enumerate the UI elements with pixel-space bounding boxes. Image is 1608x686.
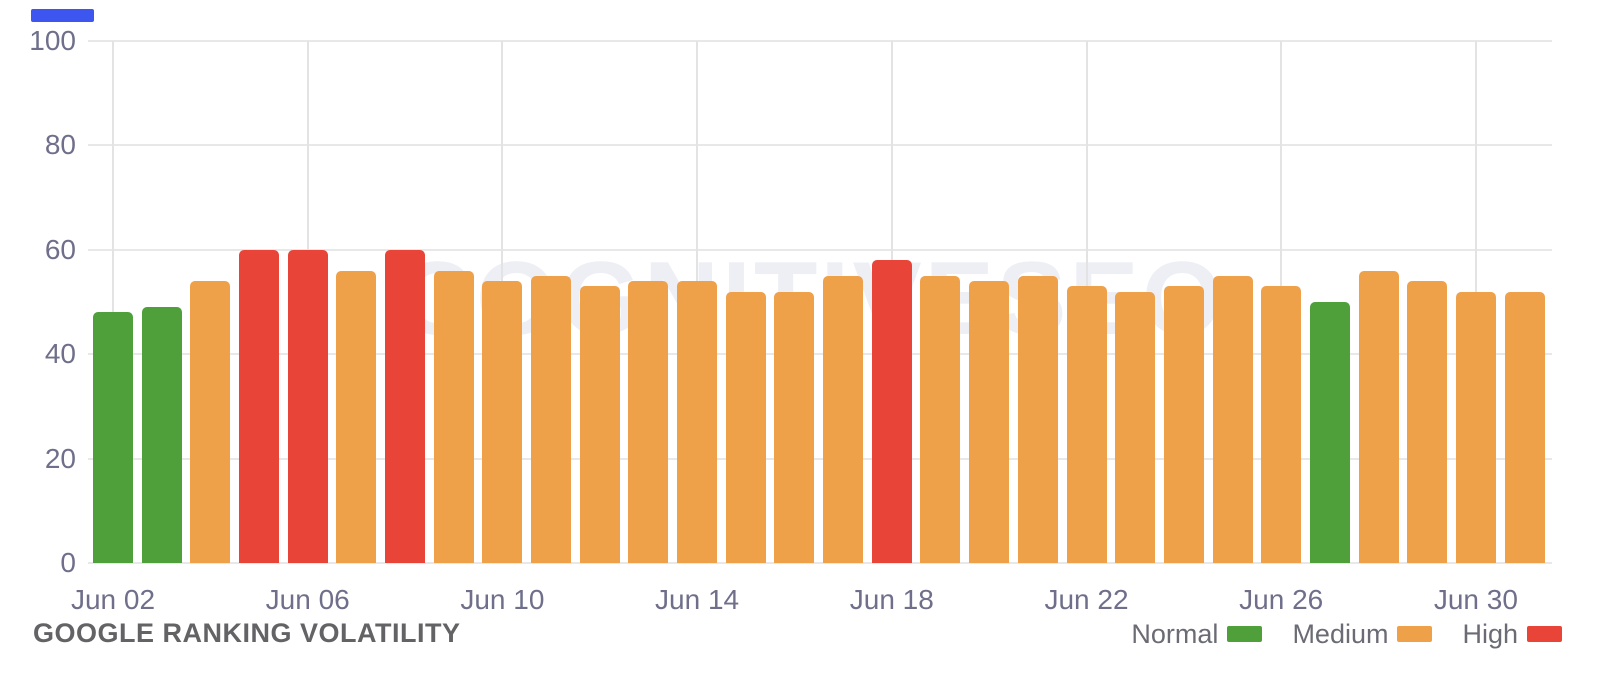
y-axis-label-40: 40 (44, 338, 76, 370)
y-axis-label-100: 100 (29, 25, 76, 56)
x-axis-label-jun-26: Jun 26 (1239, 584, 1324, 615)
bar-jun-23[interactable] (1115, 291, 1156, 563)
bar-jun-12[interactable] (579, 286, 620, 563)
legend-swatch-high (1527, 626, 1562, 642)
legend-item-medium[interactable]: Medium (1292, 618, 1433, 650)
bar-jun-20[interactable] (969, 281, 1010, 563)
bar-jun-09[interactable] (433, 270, 474, 563)
bar-jun-14[interactable] (677, 281, 718, 563)
y-axis-label-0: 0 (60, 547, 76, 578)
bar-jun-25[interactable] (1212, 275, 1253, 563)
gridline-x-jun-02 (112, 41, 114, 563)
bar-jun-24[interactable] (1163, 286, 1204, 563)
bar-jun-08[interactable] (385, 249, 426, 563)
bar-jun-17[interactable] (823, 275, 864, 563)
bar-jun-07[interactable] (336, 270, 377, 563)
bar-jul-01[interactable] (1504, 291, 1545, 563)
x-axis-label-jun-30: Jun 30 (1433, 584, 1518, 615)
bar-jun-10[interactable] (482, 281, 523, 563)
bar-jun-06[interactable] (287, 249, 328, 563)
y-axis-label-20: 20 (44, 442, 76, 474)
legend-swatch-normal (1227, 626, 1263, 642)
gridline-y-80 (88, 144, 1552, 147)
legend-swatch-medium (1397, 626, 1433, 642)
legend-item-normal[interactable]: Normal (1131, 618, 1263, 650)
legend: Normal Medium High (1131, 618, 1562, 650)
bar-jun-13[interactable] (628, 281, 669, 563)
bar-jun-19[interactable] (920, 275, 961, 563)
bar-jun-30[interactable] (1455, 291, 1496, 563)
bar-jun-02[interactable] (93, 312, 133, 563)
gridline-y-20 (88, 457, 1552, 460)
bar-jun-26[interactable] (1261, 286, 1302, 563)
gridline-y-0 (88, 562, 1552, 564)
bar-jun-15[interactable] (725, 291, 766, 563)
bar-jun-16[interactable] (774, 291, 815, 563)
x-axis-label-jun-06: Jun 06 (265, 584, 350, 615)
x-axis-label-jun-10: Jun 10 (460, 584, 545, 615)
bar-jun-21[interactable] (1017, 275, 1058, 563)
bar-jun-29[interactable] (1407, 281, 1448, 563)
chart-title: GOOGLE RANKING VOLATILITY (33, 618, 461, 648)
bar-jun-05[interactable] (239, 249, 280, 563)
legend-label-high: High (1462, 619, 1518, 649)
bar-jun-18[interactable] (871, 260, 912, 563)
bar-jun-27[interactable] (1309, 302, 1350, 563)
bar-jun-11[interactable] (531, 275, 572, 563)
bar-jun-22[interactable] (1066, 286, 1107, 563)
x-axis-label-jun-02: Jun 02 (70, 584, 156, 615)
legend-label-medium: Medium (1292, 619, 1389, 649)
legend-item-high[interactable]: High (1462, 618, 1562, 650)
x-axis-label-jun-18: Jun 18 (849, 584, 934, 615)
gridline-y-60 (88, 248, 1552, 251)
legend-label-normal: Normal (1131, 619, 1219, 649)
bar-jun-28[interactable] (1358, 270, 1399, 563)
x-axis-label-jun-22: Jun 22 (1044, 584, 1129, 615)
bar-jun-03[interactable] (141, 307, 182, 563)
bar-jun-04[interactable] (190, 281, 231, 563)
gridline-y-100 (88, 40, 1552, 42)
y-axis-label-60: 60 (44, 233, 76, 265)
blue-accent-bar (31, 9, 94, 22)
y-axis-label-80: 80 (44, 129, 76, 161)
x-axis-label-jun-14: Jun 14 (655, 584, 740, 615)
gridline-y-40 (88, 353, 1552, 356)
